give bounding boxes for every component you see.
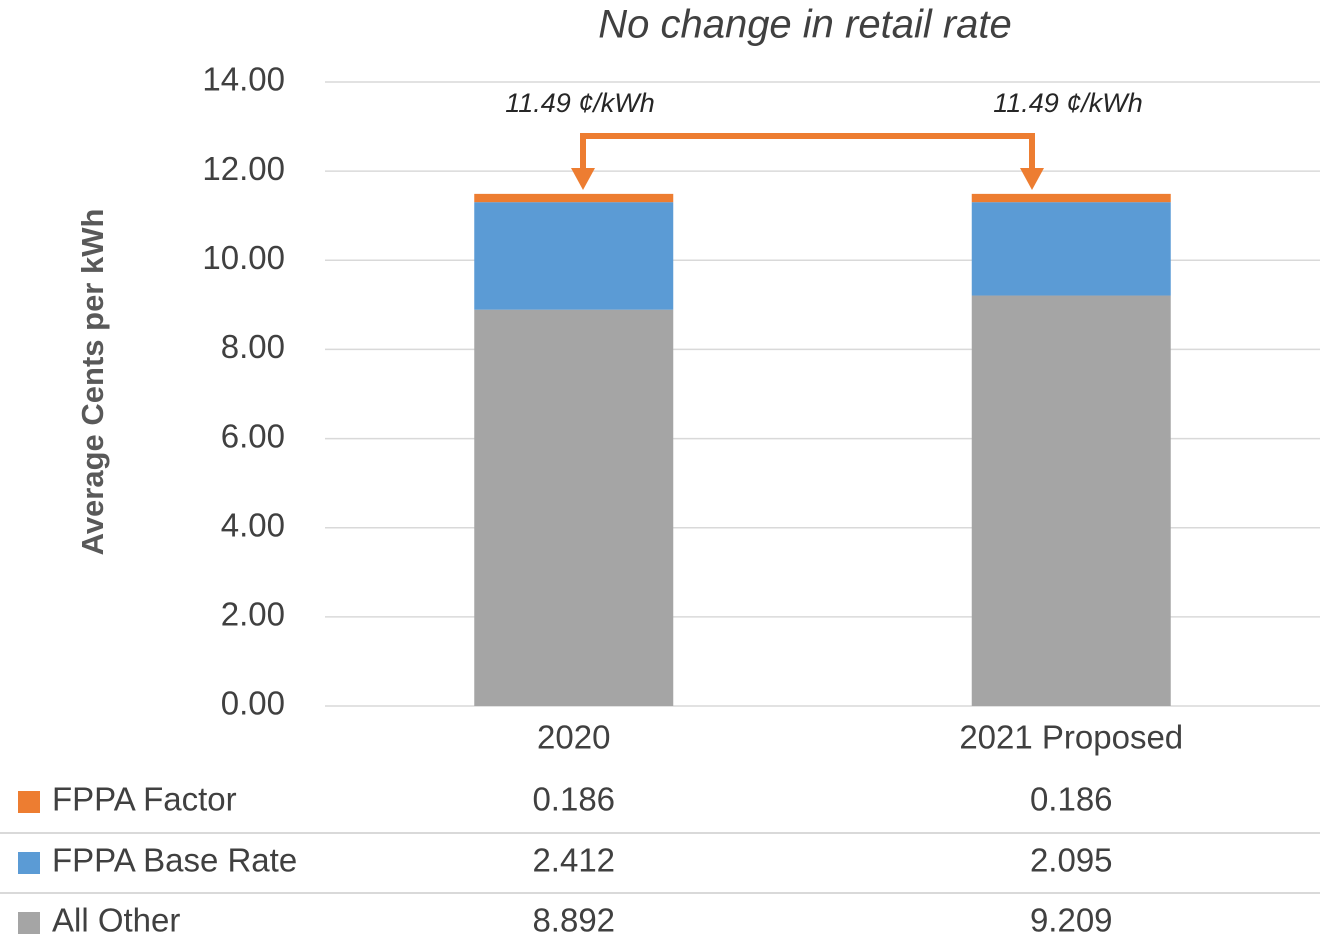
y-tick-label: 10.00 [202, 239, 285, 276]
arrow-head [571, 168, 595, 190]
table-value: 9.209 [1030, 902, 1113, 939]
arrow-head [1020, 168, 1044, 190]
x-tick-label: 2021 Proposed [959, 719, 1183, 756]
legend-label: All Other [52, 902, 180, 939]
y-tick-label: 8.00 [221, 328, 285, 365]
y-tick-label: 12.00 [202, 150, 285, 187]
legend-swatch [18, 791, 40, 813]
table-value: 8.892 [532, 902, 615, 939]
bar-segment [971, 295, 1171, 706]
annotation: 11.49 ¢/kWh [505, 88, 655, 118]
y-tick-label: 14.00 [202, 61, 285, 98]
plot: 0.00 2.00 4.00 6.00 8.00 10.00 12.00 14.00 2020 2… [0, 61, 1320, 939]
y-tick-label: 2.00 [221, 596, 285, 633]
legend-swatch [18, 852, 40, 874]
bar-segment [474, 202, 674, 310]
legend-swatch [18, 912, 40, 934]
bar-segment [971, 193, 1171, 203]
y-tick-label: 4.00 [221, 506, 285, 543]
bar-segment [971, 202, 1171, 296]
y-axis-label: Average Cents per kWh [75, 209, 110, 556]
table-value: 0.186 [1030, 781, 1113, 818]
table-value: 2.412 [532, 842, 615, 879]
arrow [580, 133, 1035, 172]
annotation: 11.49 ¢/kWh [993, 88, 1143, 118]
x-tick-label: 2020 [537, 719, 610, 756]
y-tick-label: 6.00 [221, 417, 285, 454]
table-value: 2.095 [1030, 842, 1113, 879]
legend-label: FPPA Factor [52, 781, 237, 818]
legend-label: FPPA Base Rate [52, 842, 297, 879]
table-value: 0.186 [532, 781, 615, 818]
y-tick-label: 0.00 [221, 685, 285, 722]
bar-segment [474, 309, 674, 706]
bar-segment [474, 193, 674, 203]
chart-title: No change in retail rate [598, 3, 1012, 47]
